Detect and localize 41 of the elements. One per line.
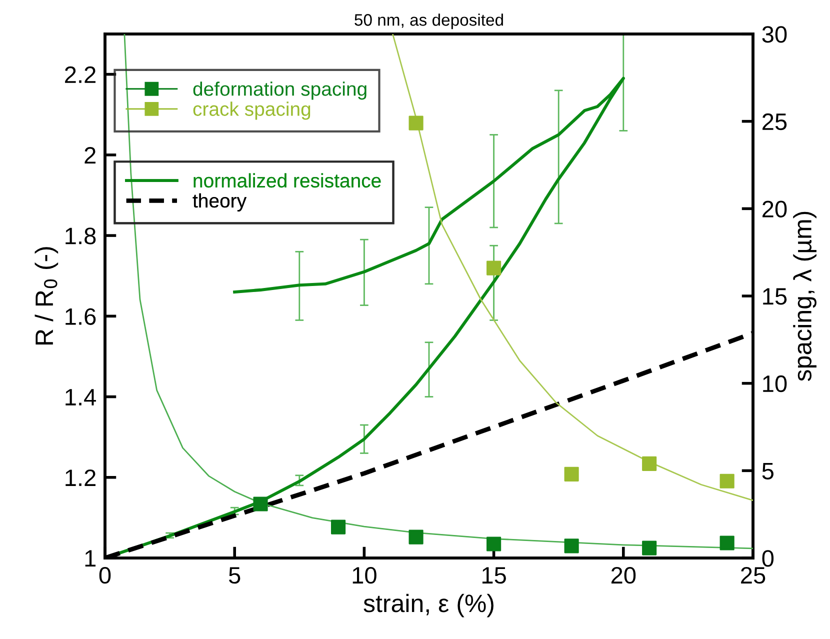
y-axis-title: R / R$_{0}$ (-) (34, 247, 58, 344)
y-tick-label: 1 (85, 550, 96, 567)
y-tick-label: 1.8 (66, 228, 96, 244)
point (720, 474, 734, 488)
line-series (392, 34, 753, 502)
y2-tick-label: 10 (763, 375, 787, 392)
chart-title: 50 nm, as deposited (354, 14, 503, 30)
y2-tick-label: 5 (762, 462, 774, 480)
x-tick-label: 25 (741, 566, 766, 584)
x-tick-label: 0 (99, 566, 111, 584)
point (720, 536, 734, 550)
legend-label: deformation spacing (193, 82, 366, 100)
y-tick-label: 1.2 (66, 469, 96, 486)
y-tick-label: 1.6 (66, 308, 96, 325)
y-tick-label: 2.2 (65, 66, 96, 83)
y2-tick-label: 15 (763, 288, 787, 305)
point (486, 536, 502, 552)
y2-tick-label: 0 (762, 550, 774, 567)
x-tick-label: 10 (352, 566, 376, 584)
x-tick-label: 5 (228, 567, 240, 584)
point (642, 540, 657, 556)
legend-label: theory (192, 193, 247, 212)
y2-tick-label: 20 (762, 200, 787, 218)
point (408, 530, 424, 544)
legend-label: crack spacing (193, 102, 310, 120)
point (408, 116, 424, 130)
point (330, 520, 346, 534)
point (253, 496, 268, 512)
y2-tick-label: 30 (762, 26, 787, 43)
y2-tick-label: 25 (762, 113, 787, 130)
y-tick-label: 1.4 (66, 389, 96, 406)
x-tick-label: 15 (482, 567, 506, 584)
x-axis-title: strain, ε (%) (364, 594, 494, 618)
x-tick-label: 20 (611, 566, 636, 584)
point (642, 456, 657, 471)
y2-axis-title: spacing, λ (µm) (793, 212, 816, 381)
legend-label: normalized resistance (194, 173, 381, 188)
point (564, 466, 579, 482)
point (564, 538, 579, 554)
y-tick-label: 2 (84, 146, 96, 164)
point (486, 260, 502, 276)
